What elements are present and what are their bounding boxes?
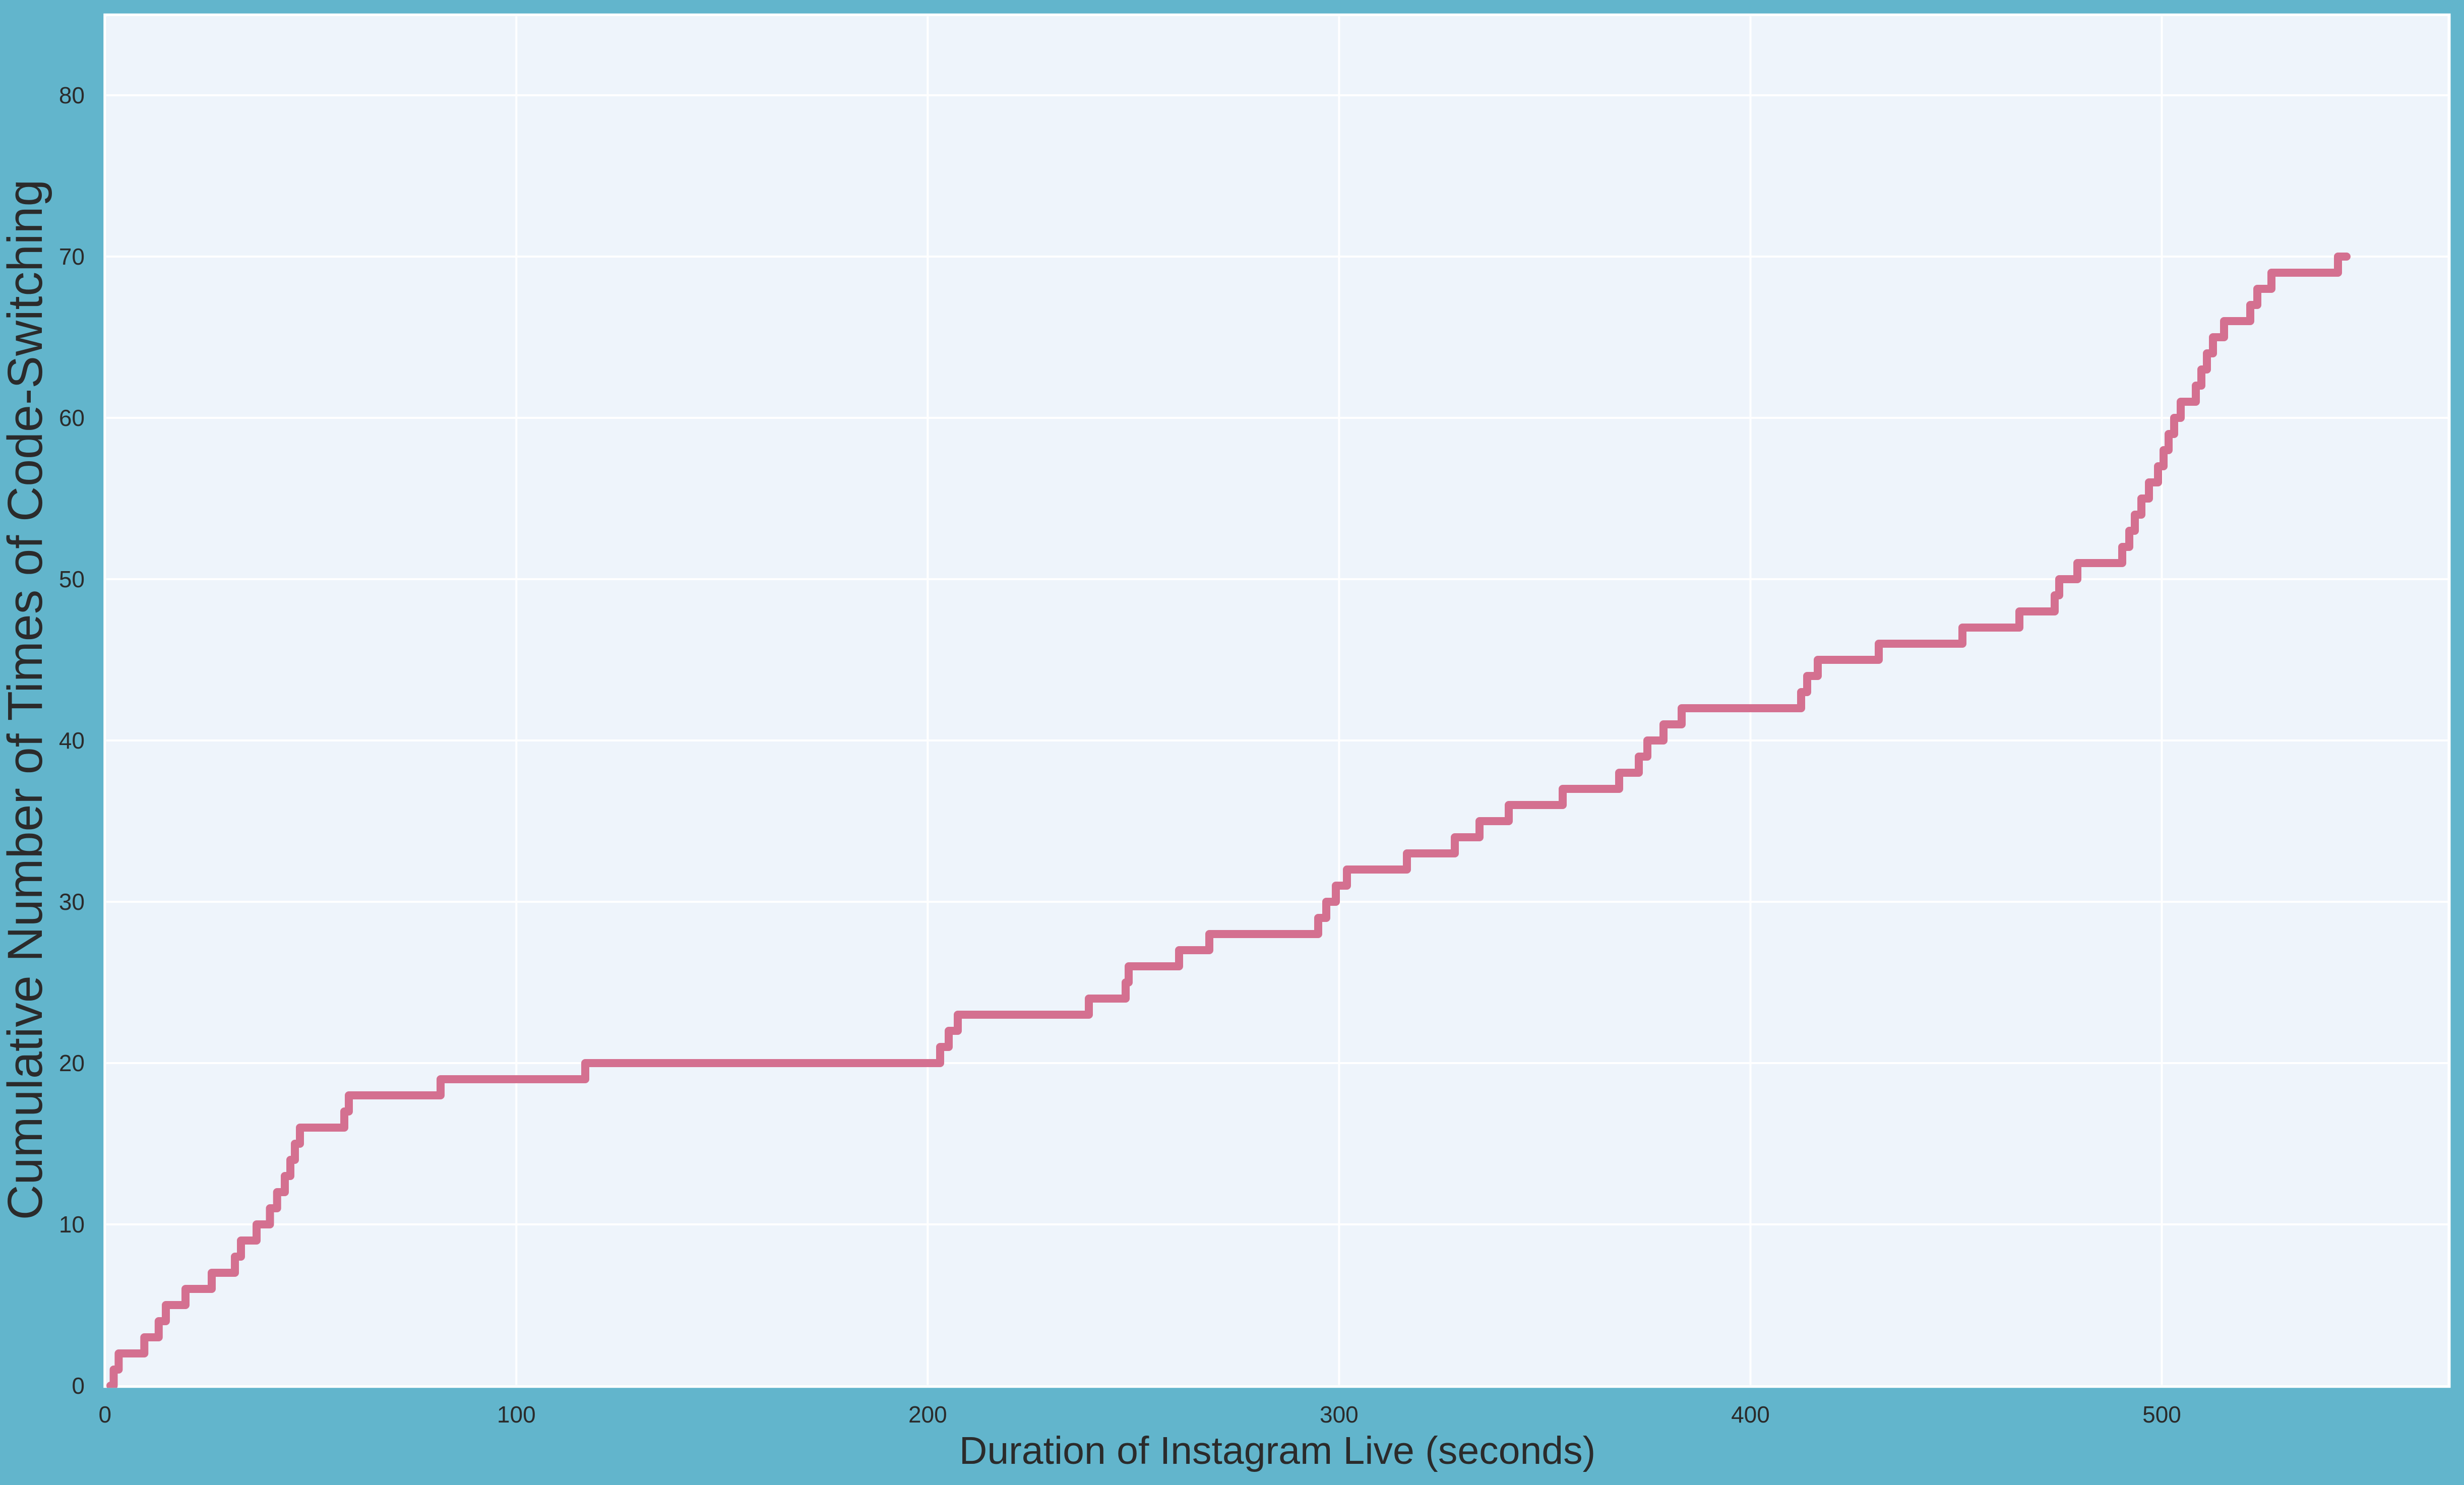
svg-text:70: 70 xyxy=(59,243,85,270)
svg-text:10: 10 xyxy=(59,1211,85,1237)
svg-text:0: 0 xyxy=(98,1401,111,1428)
svg-text:60: 60 xyxy=(59,405,85,431)
svg-text:500: 500 xyxy=(2142,1401,2181,1428)
svg-text:50: 50 xyxy=(59,566,85,592)
svg-text:Duration of Instagram Live (se: Duration of Instagram Live (seconds) xyxy=(959,1429,1596,1472)
svg-text:0: 0 xyxy=(72,1373,85,1399)
svg-text:20: 20 xyxy=(59,1050,85,1076)
svg-text:100: 100 xyxy=(497,1401,536,1428)
svg-text:400: 400 xyxy=(1731,1401,1770,1428)
svg-text:40: 40 xyxy=(59,727,85,754)
svg-text:200: 200 xyxy=(908,1401,947,1428)
svg-text:300: 300 xyxy=(1320,1401,1359,1428)
svg-text:30: 30 xyxy=(59,889,85,915)
svg-text:Cumulative Number of Times of: Cumulative Number of Times of Code-Switc… xyxy=(0,179,52,1220)
svg-text:80: 80 xyxy=(59,82,85,108)
